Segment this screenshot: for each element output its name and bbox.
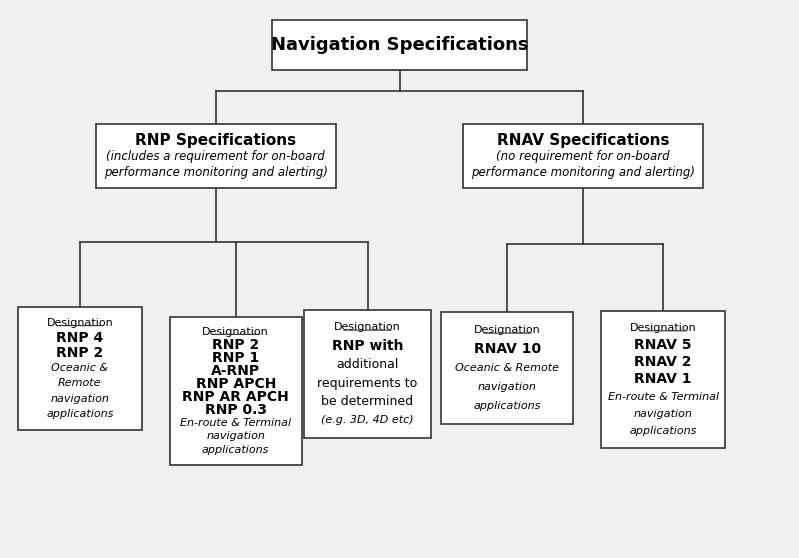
Text: Designation: Designation — [202, 326, 269, 336]
Text: be determined: be determined — [321, 395, 414, 408]
FancyBboxPatch shape — [169, 317, 301, 464]
Text: Remote: Remote — [58, 378, 101, 388]
Text: RNAV 1: RNAV 1 — [634, 372, 692, 387]
Text: RNP Specifications: RNP Specifications — [135, 133, 296, 148]
Text: RNP AR APCH: RNP AR APCH — [182, 390, 289, 404]
Text: applications: applications — [46, 408, 113, 418]
Text: performance monitoring and alerting): performance monitoring and alerting) — [471, 166, 695, 179]
Text: Designation: Designation — [630, 323, 697, 333]
Text: (no requirement for on-board: (no requirement for on-board — [496, 150, 670, 163]
Text: RNP 0.3: RNP 0.3 — [205, 403, 267, 417]
Text: navigation: navigation — [50, 393, 109, 403]
Text: Designation: Designation — [46, 318, 113, 328]
Text: (includes a requirement for on-board: (includes a requirement for on-board — [106, 150, 325, 163]
Text: performance monitoring and alerting): performance monitoring and alerting) — [104, 166, 328, 179]
FancyBboxPatch shape — [304, 310, 431, 438]
FancyBboxPatch shape — [272, 20, 527, 70]
Text: RNP with: RNP with — [332, 339, 403, 353]
Text: RNP 2: RNP 2 — [212, 338, 260, 352]
Text: (e.g. 3D, 4D etc): (e.g. 3D, 4D etc) — [321, 415, 414, 425]
Text: applications: applications — [202, 445, 269, 455]
Text: RNP 4: RNP 4 — [56, 331, 104, 345]
FancyBboxPatch shape — [601, 311, 725, 448]
Text: navigation: navigation — [478, 382, 537, 392]
Text: A-RNP: A-RNP — [211, 364, 260, 378]
Text: additional: additional — [336, 358, 399, 371]
FancyBboxPatch shape — [18, 307, 142, 430]
Text: navigation: navigation — [634, 408, 693, 418]
FancyBboxPatch shape — [463, 124, 703, 189]
Text: Navigation Specifications: Navigation Specifications — [271, 36, 528, 54]
FancyBboxPatch shape — [96, 124, 336, 189]
Text: Designation: Designation — [334, 323, 401, 333]
Text: En-route & Terminal: En-route & Terminal — [607, 392, 719, 402]
Text: navigation: navigation — [206, 431, 265, 441]
Text: applications: applications — [474, 401, 541, 411]
Text: requirements to: requirements to — [317, 377, 418, 389]
Text: RNAV 5: RNAV 5 — [634, 338, 692, 352]
Text: RNAV 10: RNAV 10 — [474, 342, 541, 357]
Text: En-route & Terminal: En-route & Terminal — [180, 418, 292, 429]
Text: RNP APCH: RNP APCH — [196, 377, 276, 391]
Text: RNP 1: RNP 1 — [212, 351, 260, 365]
Text: RNAV Specifications: RNAV Specifications — [497, 133, 670, 148]
Text: RNP 2: RNP 2 — [56, 346, 104, 360]
Text: applications: applications — [630, 426, 697, 436]
Text: Designation: Designation — [474, 325, 541, 335]
Text: Oceanic &: Oceanic & — [51, 363, 109, 373]
Text: RNAV 2: RNAV 2 — [634, 355, 692, 369]
Text: Oceanic & Remote: Oceanic & Remote — [455, 363, 559, 373]
FancyBboxPatch shape — [441, 312, 574, 424]
